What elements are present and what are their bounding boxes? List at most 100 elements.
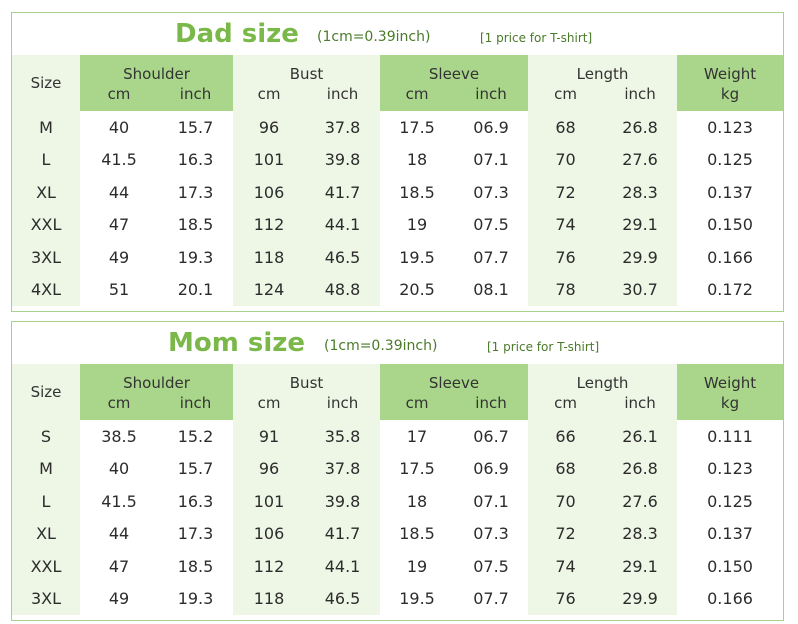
dad-unit-inch: inch <box>305 83 381 111</box>
dad-value-cell: 29.1 <box>603 208 678 241</box>
dad-unit-cm: cm <box>528 83 604 111</box>
mom-shoulder-header: Shoulder <box>80 364 234 392</box>
mom-unit-cm: cm <box>528 392 604 420</box>
dad-value-cell: 44 <box>80 176 158 209</box>
mom-value-cell: 06.9 <box>454 452 529 485</box>
dad-value-cell: 17.5 <box>380 111 455 144</box>
mom-value-cell: 96 <box>233 452 306 485</box>
mom-value-cell: 41.5 <box>80 485 158 518</box>
dad-unit-cm: cm <box>80 83 158 111</box>
mom-value-cell: 74 <box>528 550 604 583</box>
dad-unit-kg: kg <box>677 83 784 111</box>
dad-value-cell: 18.5 <box>158 208 234 241</box>
mom-value-cell: 26.1 <box>603 420 678 453</box>
dad-value-cell: 41.5 <box>80 143 158 176</box>
mom-value-cell: 17.3 <box>158 517 234 550</box>
dad-value-cell: 19.3 <box>158 241 234 274</box>
mom-unit-cm: cm <box>233 392 306 420</box>
dad-conversion-note: (1cm=0.39inch) <box>317 29 431 45</box>
mom-value-cell: 66 <box>528 420 604 453</box>
mom-value-cell: 46.5 <box>305 582 381 615</box>
mom-value-cell: 38.5 <box>80 420 158 453</box>
dad-bust-header: Bust <box>233 55 381 83</box>
dad-value-cell: 07.5 <box>454 208 529 241</box>
dad-table-body: M 40 15.7 96 37.8 17.5 06.9 68 26.8 0.123 L 41.5 16.… <box>12 111 784 306</box>
dad-unit-inch: inch <box>454 83 529 111</box>
dad-value-cell: 0.166 <box>677 241 784 274</box>
mom-value-cell: 0.137 <box>677 517 784 550</box>
dad-size-cell: 3XL <box>12 241 80 274</box>
mom-length-header: Length <box>528 364 678 392</box>
mom-value-cell: 07.7 <box>454 582 529 615</box>
dad-value-cell: 29.9 <box>603 241 678 274</box>
dad-size-cell: XXL <box>12 208 80 241</box>
mom-title: Mom size <box>168 328 306 358</box>
dad-value-cell: 20.1 <box>158 273 234 306</box>
mom-size-cell: L <box>12 485 80 518</box>
mom-value-cell: 72 <box>528 517 604 550</box>
mom-value-cell: 0.166 <box>677 582 784 615</box>
mom-value-cell: 19.5 <box>380 582 455 615</box>
mom-value-cell: 37.8 <box>305 452 381 485</box>
mom-header-row: Size Shoulder Bust Sleeve Length Weight <box>12 364 784 420</box>
dad-size-cell: L <box>12 143 80 176</box>
dad-table-row: 3XL 49 19.3 118 46.5 19.5 07.7 76 29.9 0.166 <box>12 241 784 274</box>
mom-size-cell: M <box>12 452 80 485</box>
dad-unit-inch: inch <box>603 83 678 111</box>
dad-value-cell: 70 <box>528 143 604 176</box>
mom-unit-row: cm inch cm inch cm inch cm inch kg <box>12 392 784 420</box>
mom-value-cell: 27.6 <box>603 485 678 518</box>
mom-value-cell: 29.1 <box>603 550 678 583</box>
mom-size-cell: S <box>12 420 80 453</box>
mom-value-cell: 118 <box>233 582 306 615</box>
dad-value-cell: 18.5 <box>380 176 455 209</box>
mom-size-cell: XL <box>12 517 80 550</box>
mom-table-body: S 38.5 15.2 91 35.8 17 06.7 66 26.1 0.111 M 40 15.7 9… <box>12 420 784 615</box>
dad-table-row: L 41.5 16.3 101 39.8 18 07.1 70 27.6 0.125 <box>12 143 784 176</box>
mom-size-table: Size Shoulder Bust Sleeve Length Weight … <box>12 364 784 615</box>
dad-value-cell: 18 <box>380 143 455 176</box>
mom-weight-header: Weight <box>677 364 784 392</box>
dad-value-cell: 41.7 <box>305 176 381 209</box>
dad-value-cell: 48.8 <box>305 273 381 306</box>
mom-unit-kg: kg <box>677 392 784 420</box>
mom-value-cell: 07.5 <box>454 550 529 583</box>
mom-value-cell: 47 <box>80 550 158 583</box>
mom-value-cell: 70 <box>528 485 604 518</box>
mom-value-cell: 19 <box>380 550 455 583</box>
dad-value-cell: 51 <box>80 273 158 306</box>
dad-header-row: Size Shoulder Bust Sleeve Length Weight <box>12 55 784 111</box>
dad-value-cell: 0.125 <box>677 143 784 176</box>
dad-value-cell: 96 <box>233 111 306 144</box>
dad-value-cell: 112 <box>233 208 306 241</box>
dad-value-cell: 0.123 <box>677 111 784 144</box>
dad-value-cell: 19.5 <box>380 241 455 274</box>
mom-value-cell: 0.150 <box>677 550 784 583</box>
dad-value-cell: 74 <box>528 208 604 241</box>
dad-size-table: Size Shoulder Bust Sleeve Length Weight … <box>12 55 784 306</box>
mom-value-cell: 49 <box>80 582 158 615</box>
mom-value-cell: 0.123 <box>677 452 784 485</box>
mom-value-cell: 06.7 <box>454 420 529 453</box>
dad-value-cell: 44.1 <box>305 208 381 241</box>
mom-value-cell: 17.5 <box>380 452 455 485</box>
mom-value-cell: 39.8 <box>305 485 381 518</box>
dad-unit-cm: cm <box>380 83 455 111</box>
mom-value-cell: 18.5 <box>158 550 234 583</box>
mom-bust-header: Bust <box>233 364 381 392</box>
mom-value-cell: 17 <box>380 420 455 453</box>
dad-value-cell: 46.5 <box>305 241 381 274</box>
dad-unit-cm: cm <box>233 83 306 111</box>
dad-value-cell: 101 <box>233 143 306 176</box>
mom-table-row: M 40 15.7 96 37.8 17.5 06.9 68 26.8 0.123 <box>12 452 784 485</box>
dad-title: Dad size <box>175 19 299 49</box>
dad-value-cell: 0.150 <box>677 208 784 241</box>
mom-value-cell: 26.8 <box>603 452 678 485</box>
mom-conversion-note: (1cm=0.39inch) <box>324 338 438 354</box>
mom-value-cell: 15.7 <box>158 452 234 485</box>
mom-value-cell: 91 <box>233 420 306 453</box>
mom-value-cell: 76 <box>528 582 604 615</box>
mom-value-cell: 40 <box>80 452 158 485</box>
dad-table-row: 4XL 51 20.1 124 48.8 20.5 08.1 78 30.7 0.172 <box>12 273 784 306</box>
dad-table-row: XL 44 17.3 106 41.7 18.5 07.3 72 28.3 0.137 <box>12 176 784 209</box>
